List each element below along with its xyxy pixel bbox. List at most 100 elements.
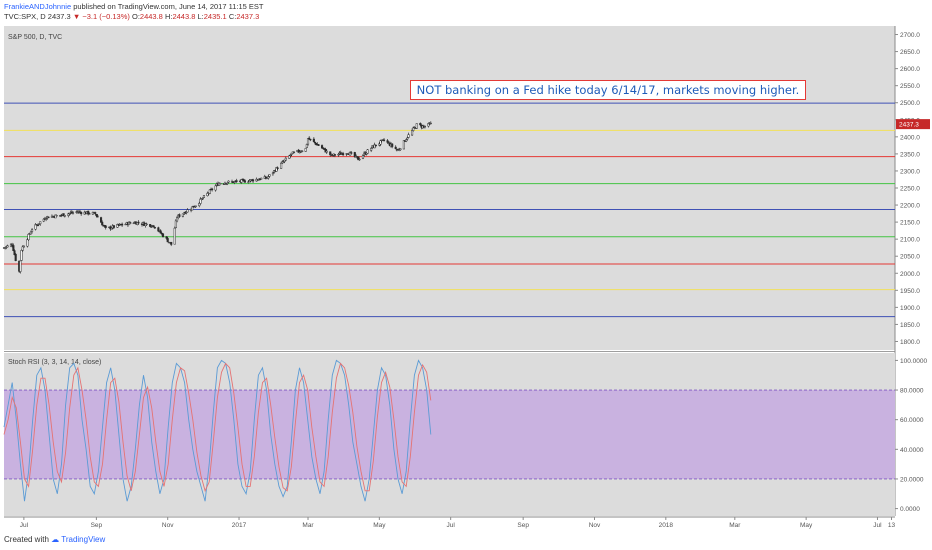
price-tick-label: 2600.0: [900, 66, 920, 73]
candle-body: [71, 212, 75, 214]
candle-body: [6, 245, 9, 248]
candle-body: [219, 183, 222, 185]
candle-body: [186, 209, 189, 213]
candle-body: [39, 221, 42, 225]
candle-body: [280, 162, 283, 169]
candle-body: [19, 260, 22, 272]
candle-body: [211, 188, 214, 191]
price-tick-label: 1900.0: [900, 305, 920, 312]
stoch-rsi-label: Stoch RSI (3, 3, 14, 14, close): [8, 359, 101, 366]
candle-body: [170, 241, 173, 245]
candle-body: [91, 211, 94, 215]
candle-body: [54, 214, 57, 219]
time-tick-label: 13: [888, 522, 896, 529]
candle-body: [419, 123, 422, 126]
annotation-callout[interactable]: NOT banking on a Fed hike today 6/14/17,…: [410, 80, 806, 100]
candle-body: [12, 245, 15, 251]
price-tick-label: 2400.0: [900, 134, 920, 141]
candle-body: [26, 239, 29, 247]
candle-body: [101, 221, 104, 226]
price-tick-label: 2150.0: [900, 220, 920, 227]
candle-body: [47, 216, 50, 219]
change-value: −3.1 (−0.13%): [82, 12, 130, 21]
candle-body: [80, 212, 83, 215]
candle-body: [379, 140, 382, 145]
candle-body: [67, 213, 70, 216]
candle-body: [121, 223, 124, 226]
time-tick-label: Jul: [873, 522, 882, 529]
candle-body: [181, 213, 184, 217]
candle-body: [112, 225, 115, 228]
price-tick-label: 2500.0: [900, 100, 920, 107]
time-tick-label: Nov: [589, 522, 601, 529]
candle-body: [333, 154, 336, 156]
time-tick-label: Mar: [729, 522, 741, 529]
rsi-tick-label: 0.0000: [900, 506, 920, 513]
last-price-tag-text: 2437.3: [899, 122, 919, 129]
candle-body: [365, 153, 368, 155]
candle-body: [174, 220, 177, 228]
symbol-ohlc-line: TVC:SPX, D 2437.3 ▼ −3.1 (−0.13%) O:2443…: [4, 12, 259, 21]
low-value: 2435.1: [203, 12, 227, 21]
candle-body: [322, 147, 325, 149]
candle-body: [268, 174, 271, 177]
time-tick-label: Sep: [517, 522, 529, 529]
candle-body: [349, 152, 352, 156]
candle-body: [165, 236, 168, 239]
candle-body: [95, 214, 98, 217]
candle-body: [235, 180, 238, 182]
candle-body: [201, 197, 204, 200]
price-tick-label: 2700.0: [900, 32, 920, 39]
candle-body: [240, 179, 243, 183]
candle-body: [22, 245, 25, 248]
publish-line: FrankieANDJohnnie published on TradingVi…: [4, 2, 264, 11]
candle-body: [386, 140, 389, 143]
candle-body: [260, 177, 263, 180]
candle-body: [206, 192, 209, 197]
candle-body: [353, 152, 356, 157]
candle-body: [358, 158, 361, 161]
candle-body: [342, 153, 345, 156]
candle-body: [161, 233, 165, 238]
price-tick-label: 1850.0: [900, 322, 920, 329]
stoch-rsi-pane: Stoch RSI (3, 3, 14, 14, close) 0.0000 20.…: [3, 353, 927, 516]
price-tick-label: 2650.0: [900, 49, 920, 56]
candle-body: [320, 145, 324, 149]
time-axis: Jul Sep Nov 2017 Mar May Jul Sep Nov 2018 Mar May Ju…: [4, 516, 896, 529]
rsi-tick-label: 40.0000: [900, 447, 924, 454]
candle-body: [308, 137, 311, 140]
candle-body: [313, 141, 317, 144]
candle-body: [42, 218, 45, 222]
candle-body: [149, 224, 152, 227]
tradingview-brand[interactable]: TradingView: [61, 535, 106, 544]
candle-body: [159, 230, 162, 234]
candle-body: [290, 152, 293, 155]
candle-body: [357, 156, 360, 161]
open-value: 2443.8: [139, 12, 163, 21]
candle-body: [129, 222, 132, 224]
candle-body: [406, 137, 409, 140]
candle-body: [297, 149, 300, 153]
candle-body: [13, 250, 16, 256]
candle-body: [96, 215, 99, 218]
author-link[interactable]: FrankieANDJohnnie: [4, 2, 72, 11]
time-tick-label: Jul: [447, 522, 456, 529]
candle-body: [282, 161, 285, 163]
candle-body: [309, 138, 312, 141]
time-tick-label: Mar: [302, 522, 314, 529]
rsi-tick-label: 100.0000: [900, 358, 927, 365]
candle-body: [407, 134, 410, 138]
last-price-tag: [896, 119, 930, 130]
candle-body: [4, 247, 7, 249]
stoch-rsi-band: [4, 390, 895, 479]
price-pane-label: S&P 500, D, TVC: [8, 34, 62, 41]
candle-body: [87, 210, 90, 215]
publish-info: published on TradingView.com, June 14, 2…: [73, 2, 264, 11]
symbol-label: TVC:SPX, D: [4, 12, 46, 21]
candle-body: [427, 123, 430, 127]
candle-body: [116, 224, 119, 228]
candle-body: [366, 149, 369, 154]
candle-body: [29, 231, 32, 235]
time-tick-label: 2017: [232, 522, 247, 529]
candle-body: [361, 155, 365, 159]
